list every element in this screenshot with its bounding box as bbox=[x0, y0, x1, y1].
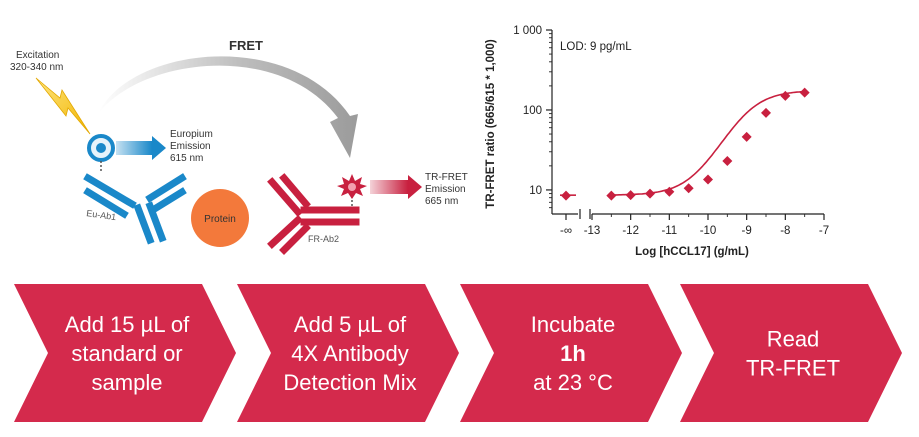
lightning-icon bbox=[35, 77, 91, 135]
data-point bbox=[625, 190, 636, 201]
fret-diagram: FRET Excitation 320-340 nm Europium Emis… bbox=[10, 38, 470, 255]
step-4-line: TR-FRET bbox=[746, 356, 840, 381]
x-tick-label: -9 bbox=[742, 225, 752, 237]
protein-icon bbox=[191, 189, 249, 247]
step-1-line: standard or bbox=[71, 341, 182, 366]
x-tick-label: -12 bbox=[622, 225, 639, 237]
y-tick-label: 1 000 bbox=[513, 25, 542, 37]
protein-label: Protein bbox=[204, 214, 236, 225]
data-point bbox=[780, 90, 791, 101]
step-3-line: 1h bbox=[560, 341, 586, 366]
europium-emission-label: Europium Emission 615 nm bbox=[170, 129, 216, 164]
data-point bbox=[561, 190, 571, 201]
step-2-line: Detection Mix bbox=[283, 370, 416, 395]
eu-antibody-label: Eu-Ab1 bbox=[86, 208, 117, 222]
fr-antibody-icon bbox=[267, 173, 360, 255]
step-2-line: 4X Antibody bbox=[291, 341, 408, 366]
x-tick-label: -8 bbox=[780, 225, 790, 237]
data-point bbox=[664, 186, 675, 197]
data-point bbox=[606, 190, 617, 201]
step-3-line: Incubate bbox=[531, 312, 615, 337]
step-1-line: Add 15 µL of bbox=[65, 312, 190, 337]
data-point bbox=[761, 107, 771, 118]
x-tick-label: -∞ bbox=[560, 225, 572, 237]
protocol-steps: Add 15 µL of standard or sample Add 5 µL of… bbox=[14, 284, 902, 422]
trfret-emission-arrow bbox=[370, 175, 422, 199]
x-tick-label: -10 bbox=[700, 225, 717, 237]
y-axis-label: TR-FRET ratio (665/615 * 1,000) bbox=[485, 39, 497, 209]
data-point bbox=[799, 87, 810, 98]
step-chevron-1 bbox=[14, 284, 236, 422]
fret-label: FRET bbox=[229, 38, 263, 53]
y-tick-label: 100 bbox=[523, 105, 542, 117]
x-tick-label: -11 bbox=[661, 225, 677, 237]
europium-donor-icon bbox=[87, 134, 115, 172]
step-chevron-4 bbox=[680, 284, 902, 422]
data-point bbox=[683, 183, 694, 194]
step-chevron-2 bbox=[237, 284, 459, 422]
y-ticks: 10 100 1 000 bbox=[513, 25, 552, 209]
standard-curve-chart: 10 100 1 000 -∞ -13 -12 -11 -10 -9 -8 -7 LOD: 9 p… bbox=[485, 25, 829, 258]
data-point bbox=[703, 174, 713, 185]
step-4-line: Read bbox=[767, 327, 820, 352]
data-points bbox=[561, 87, 810, 201]
data-point bbox=[741, 131, 752, 142]
excitation-label: Excitation 320-340 nm bbox=[10, 50, 63, 73]
x-ticks: -∞ -13 -12 -11 -10 -9 -8 -7 bbox=[560, 214, 829, 237]
acceptor-star-icon bbox=[337, 174, 367, 206]
trfret-emission-label: TR-FRET Emission 665 nm bbox=[425, 172, 470, 207]
x-tick-label: -7 bbox=[819, 225, 829, 237]
eu-antibody-icon bbox=[83, 173, 187, 245]
lod-annotation: LOD: 9 pg/mL bbox=[560, 41, 632, 53]
data-point bbox=[722, 156, 733, 167]
fit-curve bbox=[611, 90, 805, 196]
y-tick-label: 10 bbox=[529, 185, 542, 197]
fr-antibody-label: FR-Ab2 bbox=[308, 234, 339, 244]
x-axis-label: Log [hCCL17] (g/mL) bbox=[635, 246, 749, 258]
step-2-line: Add 5 µL of bbox=[294, 312, 407, 337]
europium-emission-arrow bbox=[116, 136, 166, 160]
x-tick-label: -13 bbox=[584, 225, 601, 237]
step-1-line: sample bbox=[92, 370, 163, 395]
data-point bbox=[645, 188, 655, 199]
step-3-line: at 23 °C bbox=[533, 370, 613, 395]
step-chevron-3 bbox=[460, 284, 682, 422]
